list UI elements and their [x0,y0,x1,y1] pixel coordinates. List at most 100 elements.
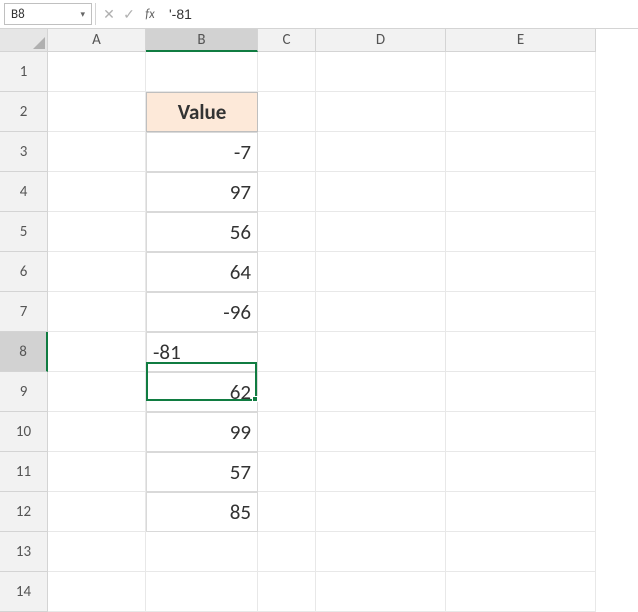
name-box[interactable]: B8 ▾ [4,3,92,25]
cell[interactable] [258,572,316,612]
cell[interactable] [258,252,316,292]
cell[interactable] [446,92,596,132]
cell[interactable] [316,252,446,292]
column-headers: ABCDE [0,29,638,52]
cancel-icon[interactable]: ✕ [99,3,119,25]
cell[interactable]: 57 [146,452,258,492]
cell[interactable] [446,492,596,532]
formula-bar: B8 ▾ ✕ ✓ fx [0,0,638,29]
cell[interactable] [316,332,446,372]
cell[interactable] [48,52,146,92]
accept-icon[interactable]: ✓ [119,3,139,25]
cell[interactable] [48,212,146,252]
cell[interactable] [48,372,146,412]
cell[interactable] [48,532,146,572]
cell[interactable]: -81 [146,332,258,372]
cell[interactable]: 99 [146,412,258,452]
cell[interactable] [316,172,446,212]
cell[interactable] [48,92,146,132]
cell[interactable] [258,412,316,452]
cell[interactable] [446,372,596,412]
row-header-2[interactable]: 2 [0,92,48,132]
row: 11 57 [0,452,638,492]
cell[interactable] [316,92,446,132]
row-header-10[interactable]: 10 [0,412,48,452]
fx-icon[interactable]: fx [139,7,161,22]
cell[interactable] [48,572,146,612]
cell[interactable] [146,532,258,572]
cell[interactable] [316,492,446,532]
cell[interactable] [316,532,446,572]
cell[interactable] [316,452,446,492]
cell[interactable] [316,132,446,172]
cell[interactable] [258,292,316,332]
row: 14 [0,572,638,612]
name-box-value: B8 [11,7,25,22]
cell[interactable]: -96 [146,292,258,332]
column-header-c[interactable]: C [258,29,316,52]
row-header-7[interactable]: 7 [0,292,48,332]
cell[interactable] [316,572,446,612]
cell[interactable] [48,452,146,492]
cell[interactable] [48,412,146,452]
cell[interactable]: 62 [146,372,258,412]
cell[interactable]: 97 [146,172,258,212]
cell[interactable]: -7 [146,132,258,172]
cell[interactable] [48,332,146,372]
cell[interactable] [446,132,596,172]
cell[interactable] [258,92,316,132]
row-header-6[interactable]: 6 [0,252,48,292]
cell[interactable] [258,52,316,92]
column-header-a[interactable]: A [48,29,146,52]
row-header-13[interactable]: 13 [0,532,48,572]
cell[interactable] [258,172,316,212]
cell[interactable] [258,452,316,492]
row-header-4[interactable]: 4 [0,172,48,212]
cell[interactable] [48,132,146,172]
cell[interactable] [446,452,596,492]
row-header-3[interactable]: 3 [0,132,48,172]
cell[interactable] [446,252,596,292]
cell[interactable] [258,132,316,172]
row-header-5[interactable]: 5 [0,212,48,252]
cell[interactable] [48,292,146,332]
cell[interactable] [446,52,596,92]
cell[interactable] [446,532,596,572]
cell[interactable] [258,372,316,412]
cell[interactable] [316,212,446,252]
cell[interactable] [446,172,596,212]
cell[interactable] [48,252,146,292]
cell[interactable] [446,332,596,372]
formula-input[interactable] [161,3,638,25]
row-header-1[interactable]: 1 [0,52,48,92]
cell[interactable] [48,492,146,532]
row-header-14[interactable]: 14 [0,572,48,612]
row-header-8[interactable]: 8 [0,332,48,372]
row-header-11[interactable]: 11 [0,452,48,492]
cell[interactable] [446,292,596,332]
cell[interactable] [258,492,316,532]
select-all-corner[interactable] [0,29,48,52]
cell[interactable] [316,292,446,332]
cell[interactable] [48,172,146,212]
cell[interactable] [446,212,596,252]
row-header-9[interactable]: 9 [0,372,48,412]
cell[interactable]: 64 [146,252,258,292]
cell[interactable]: 56 [146,212,258,252]
column-header-e[interactable]: E [446,29,596,52]
cell[interactable] [446,412,596,452]
cell[interactable] [258,532,316,572]
cell[interactable] [146,52,258,92]
cell[interactable]: Value [146,92,258,132]
cell[interactable] [258,212,316,252]
column-header-b[interactable]: B [146,29,258,52]
cell[interactable] [316,52,446,92]
cell[interactable] [146,572,258,612]
cell[interactable] [258,332,316,372]
cell[interactable] [446,572,596,612]
row-header-12[interactable]: 12 [0,492,48,532]
cell[interactable] [316,412,446,452]
column-header-d[interactable]: D [316,29,446,52]
cell[interactable] [316,372,446,412]
cell[interactable]: 85 [146,492,258,532]
